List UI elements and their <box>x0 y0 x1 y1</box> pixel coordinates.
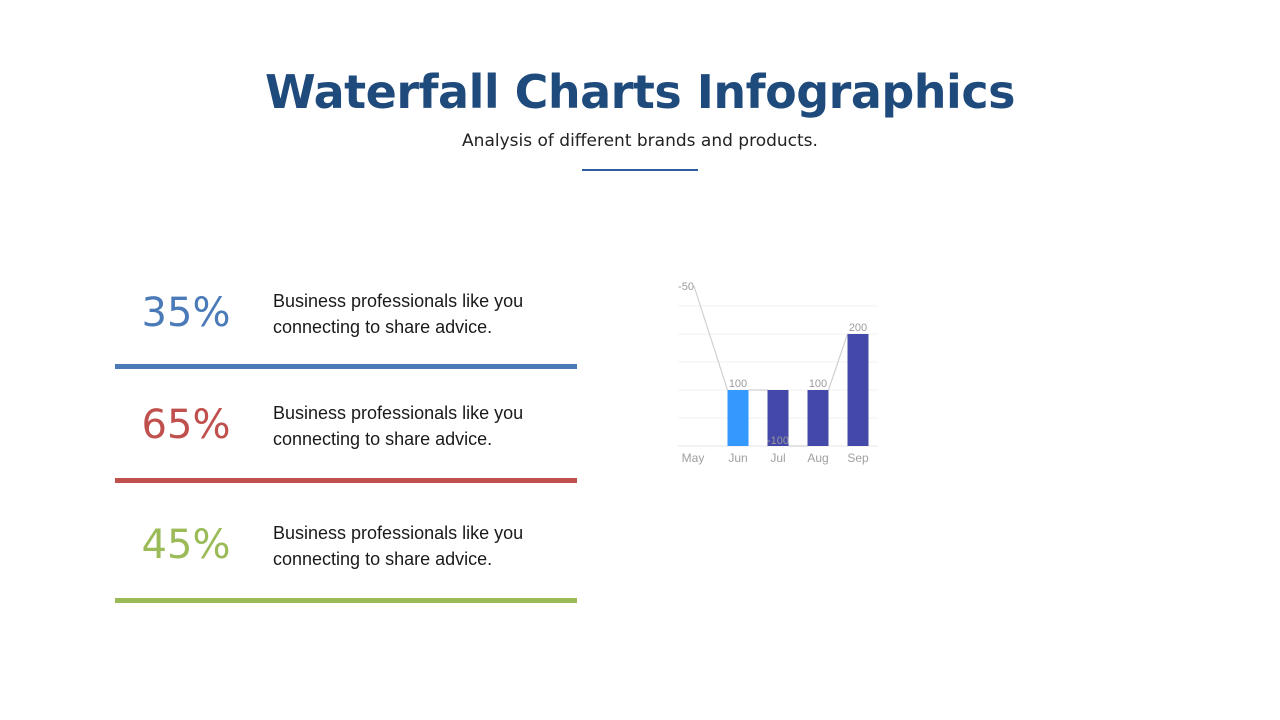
connector-line <box>827 333 849 391</box>
page-title: Waterfall Charts Infographics <box>265 65 1015 119</box>
x-tick-label: Aug <box>807 451 828 465</box>
bar-sep <box>847 334 869 446</box>
stat-percentage: 65% <box>141 402 231 448</box>
waterfall-chart: -50 May 100 Jun -100 Jul 100 Aug 200 Sep <box>670 272 885 472</box>
title-divider <box>582 169 698 171</box>
stat-description: Business professionals like you connecti… <box>273 403 524 449</box>
x-tick-label: May <box>682 451 705 465</box>
x-tick-label: Jul <box>770 451 785 465</box>
stat-divider <box>115 598 577 603</box>
page-subtitle: Analysis of different brands and product… <box>462 131 818 151</box>
stat-percentage: 35% <box>141 290 231 336</box>
data-label: -50 <box>678 281 694 293</box>
stat-block-3: 45% Business professionals like you conn… <box>115 512 577 612</box>
stat-description: Business professionals like you connecti… <box>273 523 524 569</box>
stat-percentage: 45% <box>141 522 231 568</box>
data-label: 100 <box>809 378 827 390</box>
stat-divider <box>115 478 577 483</box>
x-tick-label: Sep <box>847 451 869 465</box>
x-tick-label: Jun <box>728 451 747 465</box>
stat-block-1: 35% Business professionals like you conn… <box>115 280 577 380</box>
data-label: -100 <box>767 435 789 447</box>
data-label: 100 <box>729 378 747 390</box>
bar-jul <box>767 390 789 446</box>
stat-description: Business professionals like you connecti… <box>273 291 524 337</box>
waterfall-chart-svg: -50 May 100 Jun -100 Jul 100 Aug 200 Sep <box>678 281 878 465</box>
stat-block-2: 65% Business professionals like you conn… <box>115 392 577 492</box>
bar-aug <box>807 390 829 446</box>
connector-line <box>693 285 729 391</box>
stat-divider <box>115 364 577 369</box>
data-label: 200 <box>849 322 867 334</box>
bar-jun <box>727 390 749 446</box>
